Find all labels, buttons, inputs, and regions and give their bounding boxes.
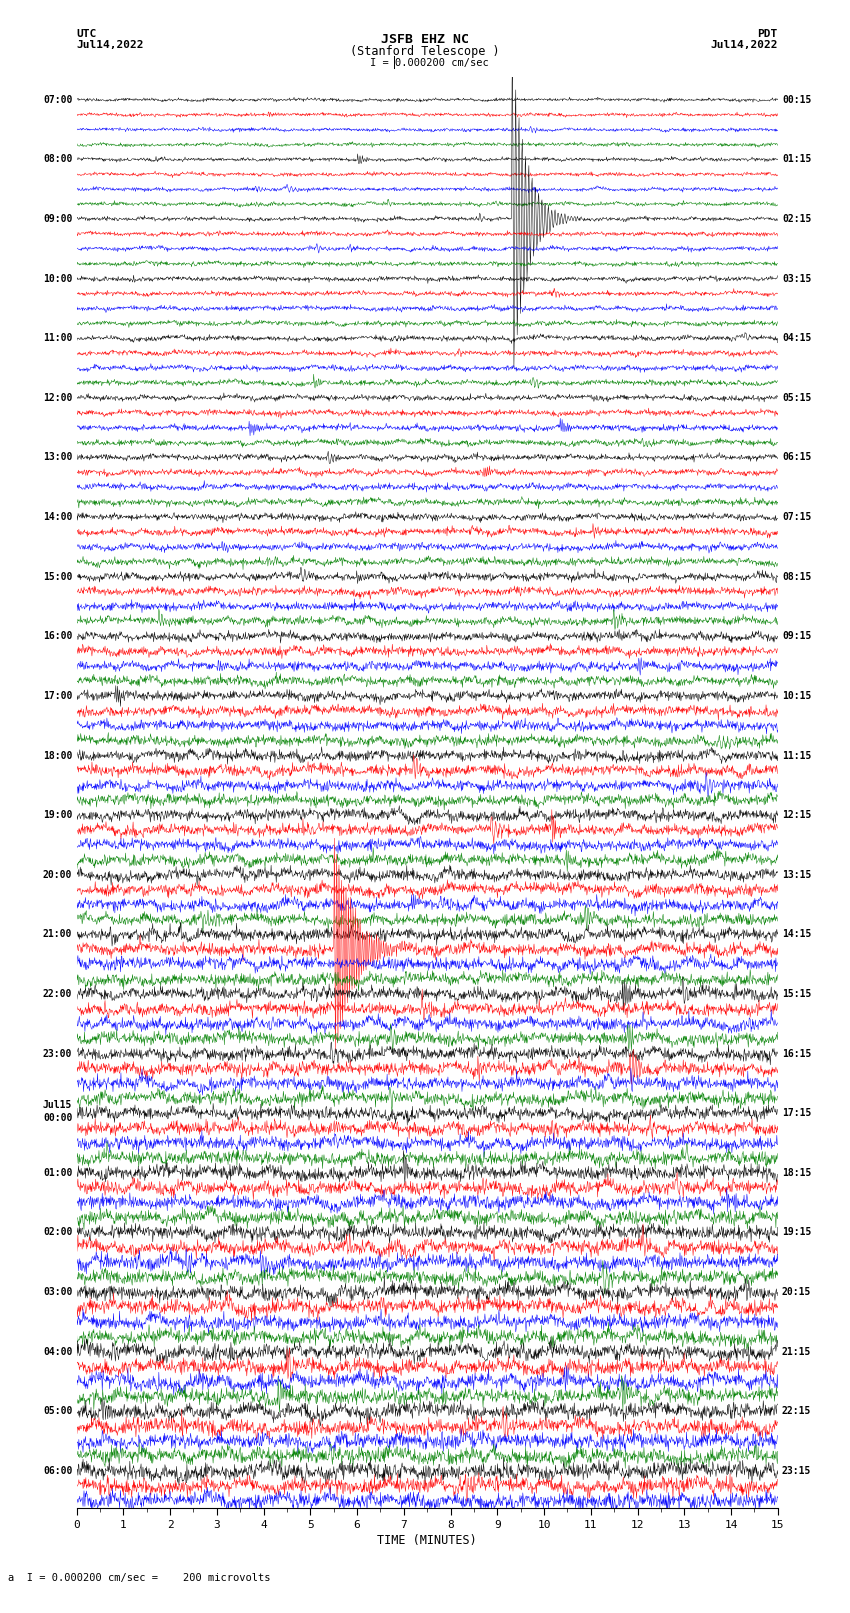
Text: 05:00: 05:00 — [42, 1407, 72, 1416]
Text: 14:15: 14:15 — [782, 929, 812, 939]
X-axis label: TIME (MINUTES): TIME (MINUTES) — [377, 1534, 477, 1547]
Text: 01:00: 01:00 — [42, 1168, 72, 1177]
Text: 19:00: 19:00 — [42, 810, 72, 819]
Text: 21:00: 21:00 — [42, 929, 72, 939]
Text: 07:00: 07:00 — [42, 95, 72, 105]
Text: 08:15: 08:15 — [782, 571, 812, 582]
Text: 16:00: 16:00 — [42, 631, 72, 642]
Text: 03:15: 03:15 — [782, 274, 812, 284]
Text: I = 0.000200 cm/sec: I = 0.000200 cm/sec — [370, 58, 489, 68]
Text: 20:15: 20:15 — [782, 1287, 812, 1297]
Text: 23:15: 23:15 — [782, 1466, 812, 1476]
Text: 10:00: 10:00 — [42, 274, 72, 284]
Text: 18:15: 18:15 — [782, 1168, 812, 1177]
Text: 21:15: 21:15 — [782, 1347, 812, 1357]
Text: 15:00: 15:00 — [42, 571, 72, 582]
Text: 22:00: 22:00 — [42, 989, 72, 998]
Text: 13:00: 13:00 — [42, 453, 72, 463]
Text: (Stanford Telescope ): (Stanford Telescope ) — [350, 45, 500, 58]
Text: PDT: PDT — [757, 29, 778, 39]
Text: 22:15: 22:15 — [782, 1407, 812, 1416]
Text: 14:00: 14:00 — [42, 511, 72, 523]
Text: 23:00: 23:00 — [42, 1048, 72, 1058]
Text: 00:15: 00:15 — [782, 95, 812, 105]
Text: 10:15: 10:15 — [782, 690, 812, 702]
Text: 07:15: 07:15 — [782, 511, 812, 523]
Text: 12:15: 12:15 — [782, 810, 812, 819]
Text: 17:00: 17:00 — [42, 690, 72, 702]
Text: Jul15: Jul15 — [42, 1100, 72, 1110]
Text: 11:15: 11:15 — [782, 750, 812, 761]
Text: Jul14,2022: Jul14,2022 — [76, 40, 144, 50]
Text: 06:00: 06:00 — [42, 1466, 72, 1476]
Text: a  I = 0.000200 cm/sec =    200 microvolts: a I = 0.000200 cm/sec = 200 microvolts — [8, 1573, 271, 1582]
Text: 18:00: 18:00 — [42, 750, 72, 761]
Text: 04:15: 04:15 — [782, 334, 812, 344]
Text: 20:00: 20:00 — [42, 869, 72, 879]
Text: 02:00: 02:00 — [42, 1227, 72, 1237]
Text: JSFB EHZ NC: JSFB EHZ NC — [381, 32, 469, 47]
Text: 06:15: 06:15 — [782, 453, 812, 463]
Text: 15:15: 15:15 — [782, 989, 812, 998]
Text: 09:15: 09:15 — [782, 631, 812, 642]
Text: 00:00: 00:00 — [42, 1113, 72, 1123]
Text: 19:15: 19:15 — [782, 1227, 812, 1237]
Text: 05:15: 05:15 — [782, 394, 812, 403]
Text: 01:15: 01:15 — [782, 155, 812, 165]
Text: 04:00: 04:00 — [42, 1347, 72, 1357]
Text: UTC: UTC — [76, 29, 97, 39]
Text: Jul14,2022: Jul14,2022 — [711, 40, 778, 50]
Text: 16:15: 16:15 — [782, 1048, 812, 1058]
Text: 02:15: 02:15 — [782, 215, 812, 224]
Text: 17:15: 17:15 — [782, 1108, 812, 1118]
Text: 12:00: 12:00 — [42, 394, 72, 403]
Text: 08:00: 08:00 — [42, 155, 72, 165]
Text: 11:00: 11:00 — [42, 334, 72, 344]
Text: 09:00: 09:00 — [42, 215, 72, 224]
Text: 03:00: 03:00 — [42, 1287, 72, 1297]
Text: 13:15: 13:15 — [782, 869, 812, 879]
